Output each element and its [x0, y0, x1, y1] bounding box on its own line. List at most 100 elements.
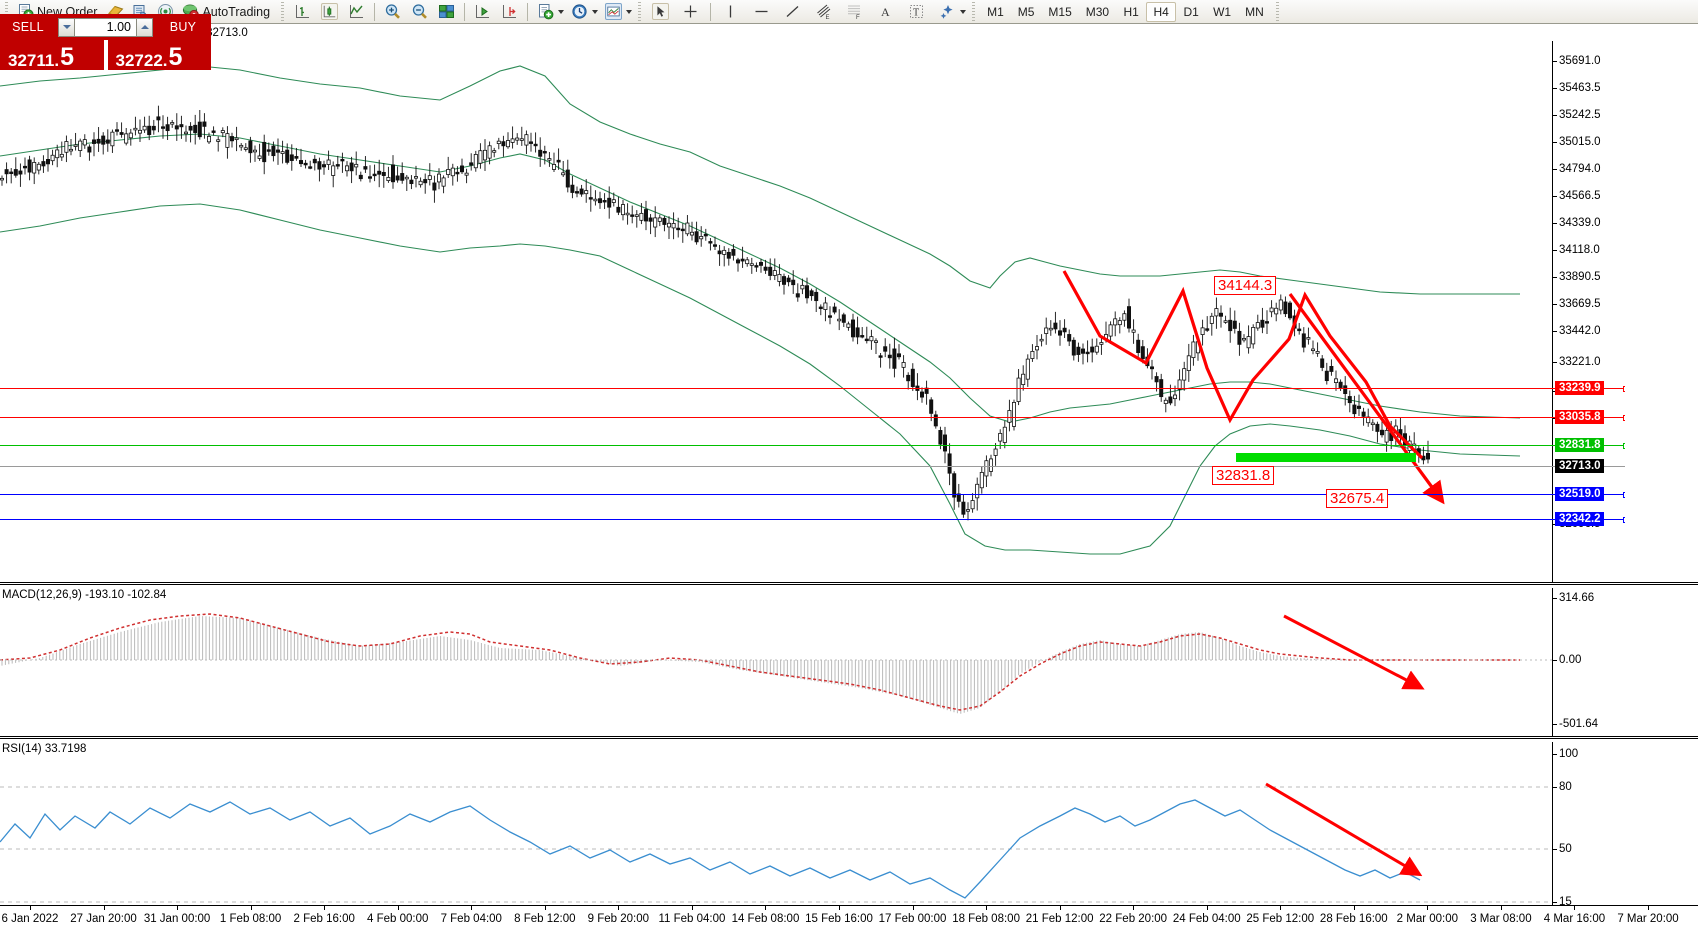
annotation-downside-target[interactable]: 32675.4	[1326, 489, 1389, 508]
candle-body	[938, 430, 943, 445]
resistance-line-33239[interactable]	[0, 386, 1625, 392]
candle-body	[828, 315, 833, 318]
one-click-trading-panel[interactable]: SELL 1.00 BUY 32711. 5 32722. 5	[0, 14, 211, 70]
indicators-dropdown-arrow[interactable]	[556, 3, 565, 20]
toolbar-grip-end[interactable]	[1273, 2, 1281, 21]
line-handle[interactable]	[1623, 517, 1625, 523]
timeframe-m15[interactable]: M15	[1048, 4, 1072, 19]
cursor-arrow-icon[interactable]	[652, 3, 670, 20]
price-pane[interactable]: 34144.3 32831.8 32675.4 32172.7 35918.53…	[0, 26, 1625, 582]
rsi-pane[interactable]: RSI(14) 33.7198 100 80	[0, 742, 1625, 931]
volume-stepper[interactable]: 1.00	[56, 14, 155, 40]
candle-body	[1081, 348, 1086, 354]
rsi-tick-50: 50	[1559, 843, 1572, 855]
candle-body	[703, 233, 708, 237]
indicators-icon[interactable]	[537, 3, 554, 20]
pending-line-32342[interactable]	[0, 517, 1625, 523]
candle-body	[1150, 366, 1155, 370]
volume-decrease-button[interactable]	[58, 17, 75, 37]
candle-body	[740, 258, 745, 262]
price-badge-resistance[interactable]: 33035.8	[1555, 410, 1604, 424]
timeframe-m1[interactable]: M1	[987, 4, 1004, 19]
time-axis[interactable]: 6 Jan 2022 27 Jan 20:00 31 Jan 00:00 1 Feb …	[0, 905, 1698, 947]
candle-body	[340, 158, 345, 162]
pane-separator-macd[interactable]	[0, 582, 1698, 585]
candle-body	[400, 173, 405, 181]
line-chart-icon[interactable]	[348, 3, 365, 20]
annotation-swing-high[interactable]: 34144.3	[1214, 276, 1277, 295]
volume-increase-button[interactable]	[136, 17, 153, 37]
timeframe-h1[interactable]: H1	[1123, 4, 1139, 19]
candle-body	[271, 145, 276, 157]
candle-body	[1338, 381, 1343, 388]
bar-chart-icon[interactable]	[294, 3, 311, 20]
price-axis-label: 34794.0	[1559, 163, 1601, 175]
macd-axis[interactable]: 314.66 0.00 -501.64	[1552, 588, 1625, 736]
price-badge-resistance[interactable]: 33239.9	[1555, 381, 1604, 395]
support-line-32831[interactable]	[0, 443, 1625, 449]
volume-input[interactable]: 1.00	[75, 17, 136, 37]
macd-pane[interactable]: MACD(12,26,9) -193.10 -102.84 314.66 0.0…	[0, 588, 1625, 736]
chart-shift-icon[interactable]	[501, 3, 518, 20]
line-handle[interactable]	[1623, 415, 1625, 421]
sell-button[interactable]: SELL	[12, 20, 44, 34]
rsi-tick-80: 80	[1559, 781, 1572, 793]
rsi-axis[interactable]: 100 80 50 15	[1552, 742, 1625, 931]
time-axis-label: 22 Feb 20:00	[1099, 913, 1168, 925]
sell-price[interactable]: 32711. 5	[0, 40, 104, 70]
arrows-dropdown-arrow[interactable]	[958, 3, 967, 20]
price-badge-pending-level[interactable]: 32519.0	[1555, 487, 1604, 501]
price-badge-current-price[interactable]: 32713.0	[1555, 459, 1604, 473]
line-handle[interactable]	[1623, 386, 1625, 392]
price-axis-label: 34118.0	[1559, 244, 1600, 256]
timeframe-w1[interactable]: W1	[1213, 4, 1232, 19]
buy-price[interactable]: 32722. 5	[107, 40, 211, 70]
auto-scroll-icon[interactable]	[474, 3, 491, 20]
period-clock-icon[interactable]	[571, 3, 588, 20]
timeframe-m30[interactable]: M30	[1085, 4, 1110, 19]
templates-dropdown-arrow[interactable]	[624, 3, 633, 20]
candlestick-chart-icon[interactable]	[321, 3, 339, 20]
price-badge-support[interactable]: 32831.8	[1555, 438, 1604, 452]
buy-button[interactable]: BUY	[169, 20, 197, 34]
vertical-line-icon[interactable]	[722, 3, 739, 20]
candle-body	[1209, 315, 1214, 324]
price-badge-pending-level[interactable]: 32342.2	[1555, 512, 1604, 526]
pending-line-32519[interactable]	[0, 492, 1625, 498]
chart-surface[interactable]: 34144.3 32831.8 32675.4 32172.7 35918.53…	[0, 26, 1698, 947]
pane-separator-rsi[interactable]	[0, 736, 1698, 739]
horizontal-line-icon[interactable]	[753, 3, 770, 20]
toolbar-grip-timeframes[interactable]	[970, 2, 978, 21]
line-handle[interactable]	[1623, 443, 1625, 449]
zoom-out-icon[interactable]	[411, 3, 428, 20]
timeframe-h4[interactable]: H4	[1146, 1, 1177, 22]
candle-body	[418, 180, 423, 186]
resistance-line-33035[interactable]	[0, 415, 1625, 421]
text-label-icon[interactable]: T	[908, 3, 925, 20]
line-handle[interactable]	[1623, 492, 1625, 498]
toolbar-grip[interactable]	[3, 2, 10, 21]
candle-body	[1058, 330, 1063, 336]
time-axis-label: 17 Feb 00:00	[878, 913, 947, 925]
crosshair-icon[interactable]	[682, 3, 699, 20]
toolbar-grip-draw[interactable]	[636, 2, 644, 21]
text-icon[interactable]: A	[877, 3, 894, 20]
templates-icon[interactable]	[605, 3, 623, 20]
annotation-support-target[interactable]: 32831.8	[1212, 466, 1275, 485]
fibonacci-retracement-icon[interactable]: F	[846, 3, 863, 20]
tile-windows-icon[interactable]	[438, 3, 455, 20]
price-axis-label: 33221.0	[1559, 356, 1601, 368]
trendline-icon[interactable]	[784, 3, 801, 20]
candle-body	[864, 338, 869, 342]
timeframe-d1[interactable]: D1	[1183, 4, 1199, 19]
time-axis-label: 31 Jan 00:00	[143, 913, 211, 925]
price-axis[interactable]: 35918.535691.035463.535242.535015.034794…	[1552, 26, 1625, 582]
timeframe-mn[interactable]: MN	[1245, 4, 1264, 19]
toolbar-button-autotrading[interactable]: AutoTrading	[178, 1, 276, 23]
shapes-arrows-icon[interactable]	[939, 3, 956, 20]
timeframe-m5[interactable]: M5	[1017, 4, 1035, 19]
equidistant-channel-icon[interactable]: E	[815, 3, 832, 20]
periods-dropdown-arrow[interactable]	[590, 3, 599, 20]
toolbar-grip-charts[interactable]	[279, 2, 287, 21]
zoom-in-icon[interactable]	[384, 3, 401, 20]
